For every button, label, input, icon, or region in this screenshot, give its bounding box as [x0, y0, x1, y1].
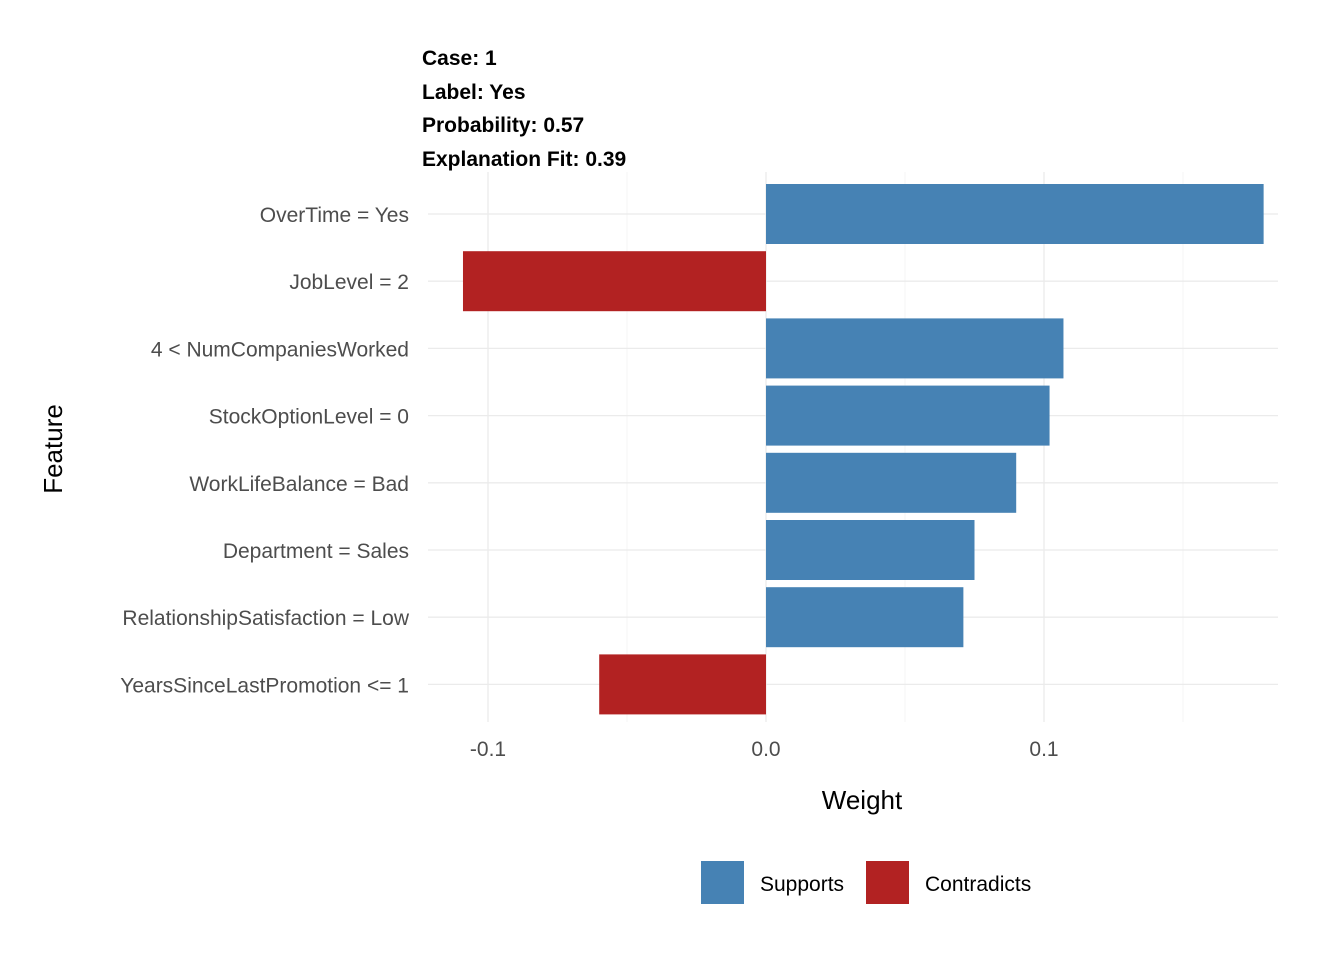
y-tick-label: StockOptionLevel = 0: [209, 406, 409, 429]
bar-supports: [766, 318, 1064, 379]
bar-supports: [766, 587, 964, 648]
bar-supports: [766, 184, 1264, 244]
bar-supports: [766, 452, 1017, 513]
legend-key-supports: [701, 861, 744, 904]
title-line-case: Case: 1: [422, 47, 497, 70]
y-axis-tick-labels: OverTime = Yes JobLevel = 2 4 < NumCompani…: [120, 204, 410, 697]
bar-supports: [766, 520, 975, 580]
x-tick-label: 0.1: [1029, 738, 1058, 761]
legend: Supports Contradicts: [701, 861, 1031, 904]
legend-key-contradicts: [866, 861, 909, 904]
legend-label-supports: Supports: [760, 873, 844, 896]
bars: [462, 184, 1264, 715]
y-tick-label: RelationshipSatisfaction = Low: [122, 607, 409, 630]
y-axis-title: Feature: [38, 404, 68, 494]
title-line-label: Label: Yes: [422, 81, 526, 104]
y-tick-label: OverTime = Yes: [260, 204, 409, 227]
bar-contradicts: [599, 654, 766, 715]
title-line-explanation-fit: Explanation Fit: 0.39: [422, 148, 626, 171]
y-tick-label: WorkLifeBalance = Bad: [189, 473, 409, 496]
y-tick-label: JobLevel = 2: [289, 271, 409, 294]
x-axis-tick-labels: -0.1 0.0 0.1: [470, 738, 1059, 761]
x-axis-title: Weight: [822, 785, 903, 815]
x-tick-label: -0.1: [470, 738, 506, 761]
title-line-probability: Probability: 0.57: [422, 114, 584, 137]
bar-supports: [766, 385, 1050, 446]
y-tick-label: YearsSinceLastPromotion <= 1: [120, 674, 409, 697]
y-tick-label: 4 < NumCompaniesWorked: [151, 338, 409, 361]
chart-title-block: Case: 1 Label: Yes Probability: 0.57 Exp…: [422, 47, 626, 171]
y-tick-label: Department = Sales: [223, 540, 409, 563]
x-tick-label: 0.0: [751, 738, 780, 761]
bar-contradicts: [462, 251, 766, 312]
legend-label-contradicts: Contradicts: [925, 873, 1031, 896]
